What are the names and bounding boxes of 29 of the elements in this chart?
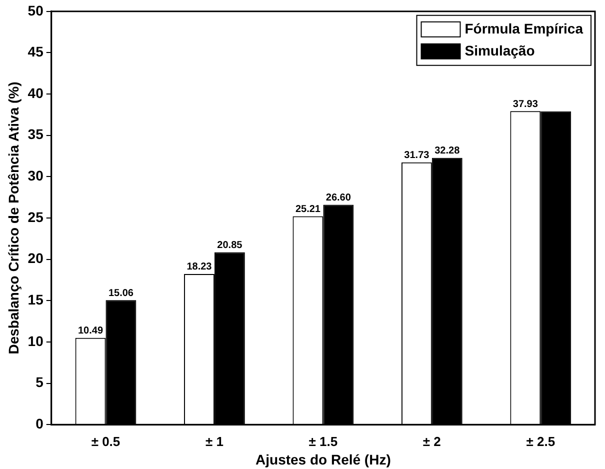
x-tick-label: ± 2.5 xyxy=(526,434,556,449)
y-tick-label: 50 xyxy=(28,2,44,18)
y-tick-label: 10 xyxy=(28,332,44,349)
y-tick-label: 45 xyxy=(28,44,44,60)
data-label: 31.73 xyxy=(404,150,430,162)
data-label: 10.49 xyxy=(78,326,104,337)
y-tick-label: 0 xyxy=(36,415,44,432)
legend-label: Simulação xyxy=(464,42,535,58)
x-tick-label: ± 1 xyxy=(205,434,224,449)
x-tick-label: ± 2 xyxy=(422,434,441,449)
y-tick-label: 40 xyxy=(28,84,44,101)
data-label: 37.93 xyxy=(512,98,538,110)
y-tick-label: 25 xyxy=(28,208,44,225)
y-tick-label: 35 xyxy=(28,126,44,142)
x-tick-label: ± 1.5 xyxy=(308,434,338,449)
y-tick-label: 20 xyxy=(28,250,44,266)
y-tick-label: 15 xyxy=(28,292,44,308)
y-tick-label: 5 xyxy=(36,374,44,390)
y-axis-title: Desbalanço Crítico de Potência Ativa (%) xyxy=(5,82,22,354)
data-label: 26.60 xyxy=(326,192,352,204)
data-label: 20.85 xyxy=(217,240,243,252)
data-label: 32.28 xyxy=(434,146,460,157)
data-label: 15.06 xyxy=(108,288,134,299)
legend-label: Fórmula Empírica xyxy=(464,20,584,36)
x-axis-title: Ajustes do Relé (Hz) xyxy=(256,451,391,468)
x-tick-label: ± 0.5 xyxy=(91,434,120,449)
data-label: 18.23 xyxy=(186,262,212,273)
y-tick-label: 30 xyxy=(28,168,44,184)
data-label: 25.21 xyxy=(295,204,321,216)
